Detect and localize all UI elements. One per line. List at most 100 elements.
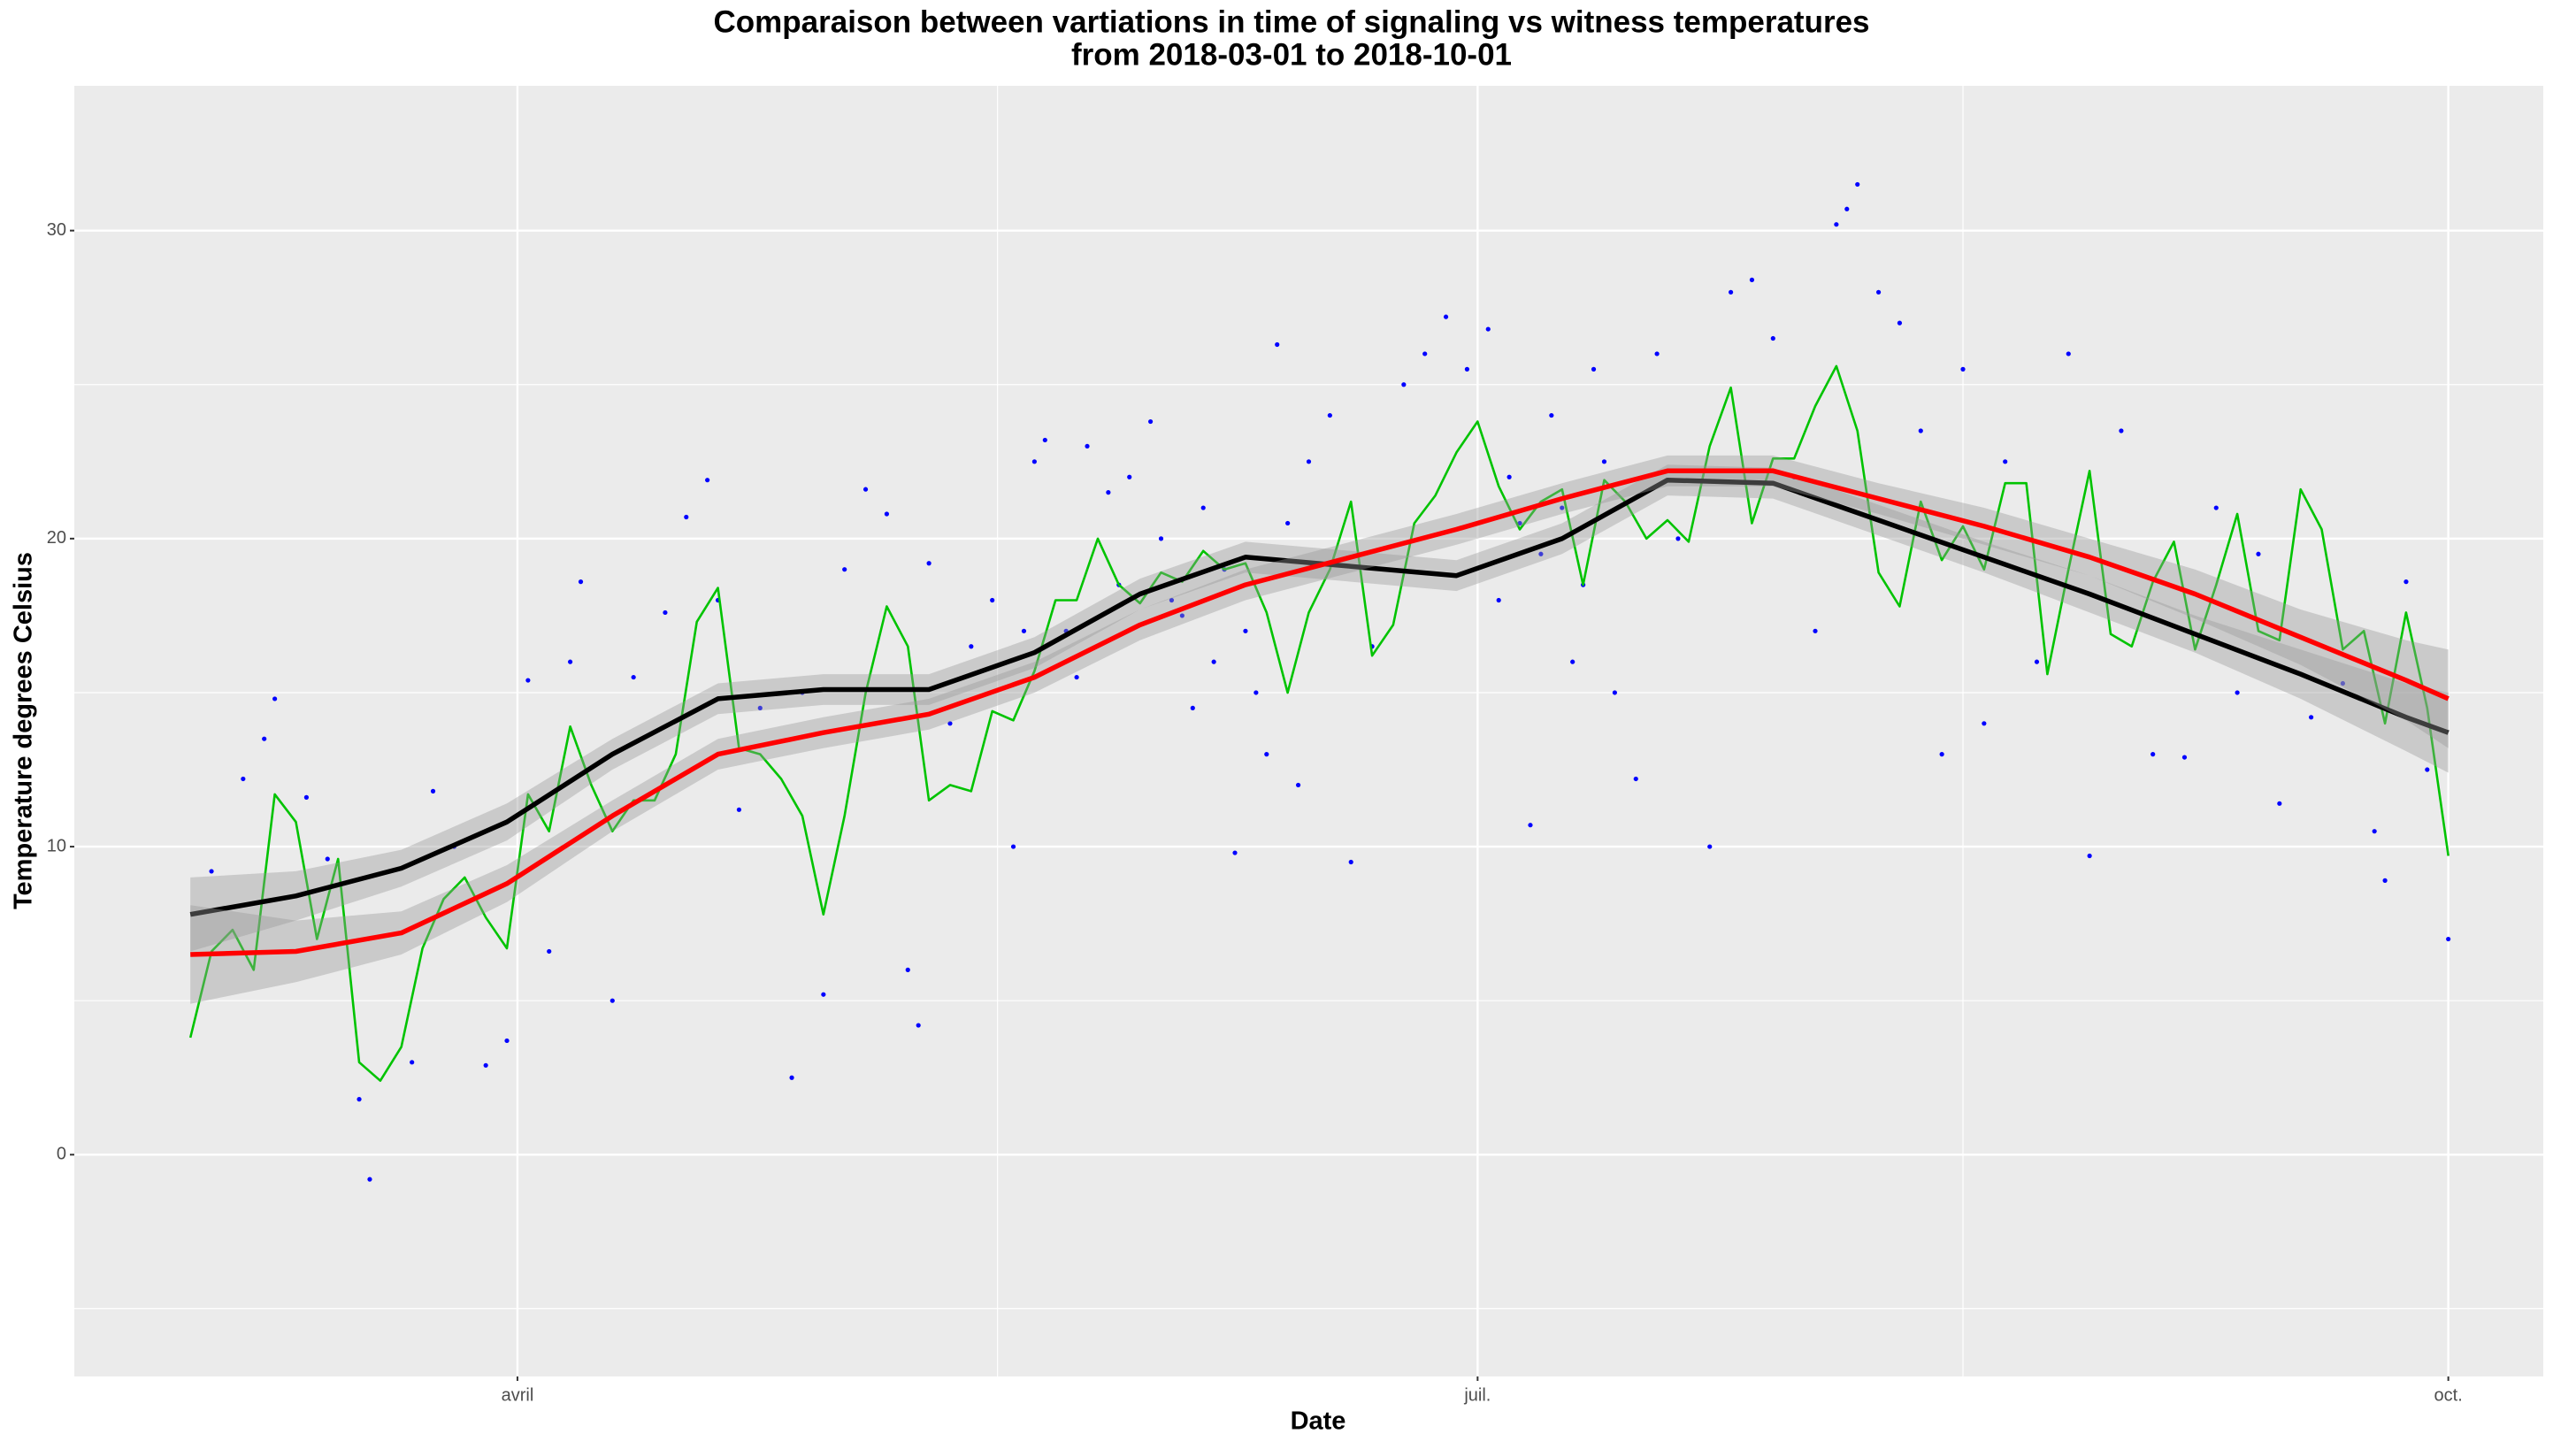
point bbox=[2034, 659, 2040, 664]
point bbox=[1127, 474, 1132, 479]
point bbox=[1506, 474, 1512, 479]
point bbox=[1264, 752, 1269, 757]
point bbox=[1158, 536, 1164, 541]
point bbox=[1749, 277, 1755, 282]
point bbox=[1813, 628, 1818, 633]
point bbox=[1211, 659, 1216, 664]
point bbox=[1275, 341, 1280, 348]
point bbox=[789, 1075, 794, 1080]
point bbox=[1285, 520, 1291, 526]
point bbox=[325, 856, 330, 862]
point bbox=[969, 644, 974, 649]
point bbox=[2308, 715, 2314, 720]
point bbox=[1106, 490, 1111, 495]
point bbox=[1939, 752, 1944, 757]
point bbox=[1190, 705, 1195, 710]
y-tick-label: 0 bbox=[57, 1145, 66, 1164]
point bbox=[567, 659, 573, 664]
y-tick-label: 20 bbox=[47, 528, 66, 548]
point bbox=[1485, 326, 1491, 332]
point bbox=[1031, 459, 1037, 464]
point bbox=[1147, 418, 1154, 425]
point bbox=[610, 998, 615, 1003]
point bbox=[1707, 844, 1713, 849]
point bbox=[1348, 859, 1353, 865]
point bbox=[905, 967, 910, 972]
point bbox=[1844, 206, 1850, 211]
point bbox=[1654, 351, 1660, 356]
point bbox=[410, 1060, 415, 1065]
point bbox=[1010, 844, 1016, 849]
plot-layer bbox=[188, 181, 2451, 1182]
point bbox=[1243, 628, 1248, 633]
point bbox=[916, 1023, 921, 1028]
smooth-line bbox=[190, 468, 2450, 957]
point bbox=[1601, 459, 1607, 464]
point bbox=[2372, 829, 2377, 834]
point bbox=[2087, 853, 2092, 859]
point bbox=[2003, 459, 2008, 464]
point bbox=[1074, 674, 1079, 680]
point bbox=[1875, 289, 1882, 295]
point bbox=[578, 579, 584, 585]
point bbox=[1179, 613, 1184, 618]
point bbox=[1517, 520, 1522, 526]
x-tick-label: juil. bbox=[1463, 1385, 1491, 1405]
point bbox=[1591, 366, 1597, 372]
y-tick-label: 30 bbox=[47, 220, 66, 240]
point bbox=[1422, 351, 1428, 356]
point bbox=[1042, 437, 1047, 443]
point bbox=[1770, 335, 1775, 341]
point bbox=[2181, 755, 2188, 760]
point bbox=[2277, 801, 2282, 806]
point bbox=[262, 736, 267, 741]
point bbox=[1834, 222, 1839, 227]
point bbox=[1443, 314, 1449, 319]
point bbox=[525, 678, 531, 683]
point bbox=[884, 511, 890, 517]
point bbox=[862, 487, 869, 492]
point bbox=[736, 807, 742, 812]
point bbox=[504, 1038, 510, 1044]
plot-background bbox=[74, 86, 2543, 1376]
point bbox=[1401, 382, 1407, 387]
chart-title: Comparaison between vartiations in time … bbox=[714, 4, 1870, 39]
point bbox=[356, 1097, 362, 1102]
point bbox=[547, 948, 552, 954]
point bbox=[2256, 551, 2261, 556]
point bbox=[2119, 428, 2124, 433]
point bbox=[1528, 823, 1533, 828]
point bbox=[2404, 579, 2409, 585]
point bbox=[1327, 412, 1332, 418]
point bbox=[947, 721, 953, 726]
point bbox=[1538, 551, 1544, 556]
point bbox=[367, 1177, 372, 1182]
point bbox=[1464, 366, 1470, 372]
point bbox=[1612, 690, 1617, 695]
point bbox=[1560, 505, 1565, 510]
y-tick-label: 10 bbox=[47, 836, 66, 855]
point bbox=[2425, 767, 2430, 772]
point bbox=[272, 696, 278, 702]
point bbox=[684, 514, 689, 520]
point bbox=[631, 674, 636, 680]
point bbox=[821, 992, 826, 997]
point bbox=[757, 705, 763, 710]
point bbox=[663, 610, 668, 616]
point bbox=[1496, 597, 1501, 603]
point bbox=[2382, 878, 2388, 883]
point bbox=[1254, 690, 1259, 695]
y-axis-title: Temperature degrees Celsius bbox=[10, 552, 38, 909]
point bbox=[1897, 320, 1903, 326]
point bbox=[303, 794, 310, 800]
point bbox=[2340, 680, 2345, 686]
point bbox=[1960, 366, 1966, 372]
point bbox=[241, 776, 246, 782]
point bbox=[1295, 782, 1301, 788]
point bbox=[705, 478, 710, 483]
point bbox=[842, 567, 847, 572]
x-axis-title: Date bbox=[1291, 1407, 1346, 1436]
point bbox=[1085, 443, 1090, 449]
point bbox=[2235, 690, 2240, 695]
